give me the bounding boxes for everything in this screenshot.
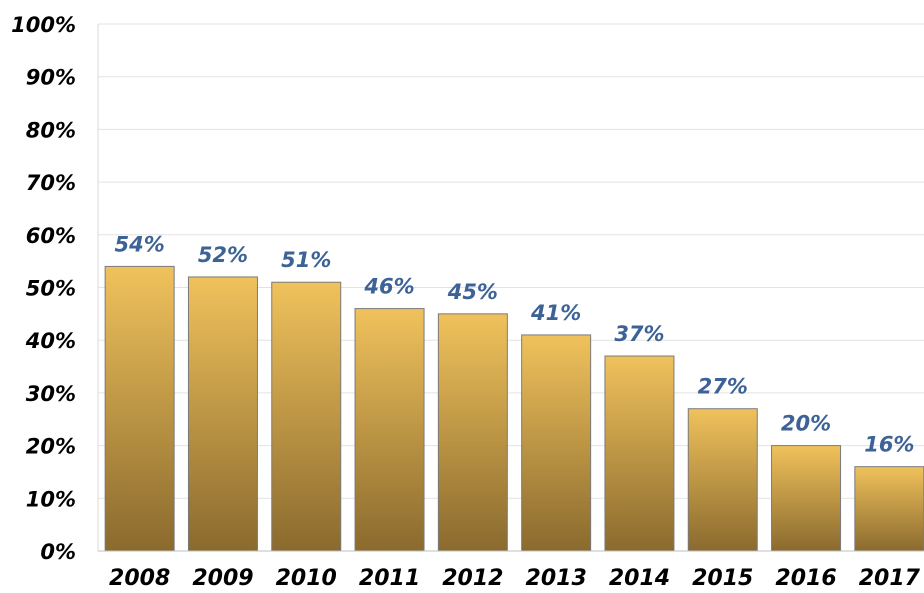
y-tick-label: 90% xyxy=(26,66,76,90)
data-label: 54% xyxy=(115,232,165,256)
x-tick-label: 2011 xyxy=(359,566,420,591)
bar-2010 xyxy=(271,281,342,552)
x-tick-label: 2010 xyxy=(276,566,337,591)
y-tick-label: 10% xyxy=(26,487,76,511)
bar-2017 xyxy=(854,466,924,552)
x-tick-label: 2012 xyxy=(442,566,503,591)
data-labels: 54% 52% 51% 46% 45% 41% 37% 27% 20% 16% xyxy=(115,232,915,456)
bar-2015 xyxy=(687,408,758,552)
data-label: 37% xyxy=(614,322,664,346)
y-tick-label: 40% xyxy=(25,329,76,353)
x-tick-label: 2017 xyxy=(859,566,921,591)
y-tick-label: 80% xyxy=(26,118,76,142)
x-tick-label: 2016 xyxy=(775,566,836,591)
data-label: 27% xyxy=(698,375,748,399)
x-tick-label: 2008 xyxy=(109,566,170,591)
data-label: 52% xyxy=(198,243,248,267)
data-label: 41% xyxy=(530,301,581,325)
data-label: 45% xyxy=(447,280,498,304)
x-axis: 2008 2009 2010 2011 2012 2013 2014 2015 2016 2017 xyxy=(98,550,924,591)
y-tick-label: 20% xyxy=(26,435,76,459)
x-tick-label: 2009 xyxy=(192,566,253,591)
y-tick-label: 70% xyxy=(26,171,76,195)
y-tick-label: 100% xyxy=(11,13,76,37)
bar-2013 xyxy=(521,334,592,552)
x-tick-label: 2015 xyxy=(692,566,753,591)
y-tick-label: 60% xyxy=(26,224,76,248)
bar-2014 xyxy=(604,355,675,552)
y-tick-label: 0% xyxy=(40,540,76,564)
x-tick-label: 2013 xyxy=(526,566,587,591)
bar-2012 xyxy=(437,313,508,552)
y-tick-label: 50% xyxy=(26,277,76,301)
y-tick-label: 30% xyxy=(26,382,76,406)
bar-2016 xyxy=(771,445,842,552)
bars xyxy=(104,265,924,552)
data-label: 46% xyxy=(363,275,414,299)
data-label: 16% xyxy=(864,433,914,457)
bar-2011 xyxy=(354,308,425,552)
y-axis: 0% 10% 20% 30% 40% 50% 60% 70% 80% 90% 100% xyxy=(11,13,99,564)
bar-2008 xyxy=(104,265,175,552)
x-tick-label: 2014 xyxy=(609,566,670,591)
data-label: 20% xyxy=(781,412,831,436)
data-label: 51% xyxy=(281,248,331,272)
bar-2009 xyxy=(187,276,258,552)
